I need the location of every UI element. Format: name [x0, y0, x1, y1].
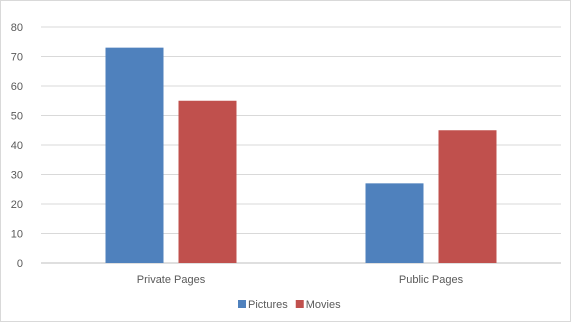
y-tick-label: 10: [11, 229, 23, 241]
legend-swatch: [295, 300, 304, 308]
bar-movies-0: [178, 100, 237, 263]
x-category-label: Public Pages: [399, 274, 464, 286]
y-tick-label: 60: [11, 81, 23, 93]
y-tick-label: 80: [11, 22, 23, 34]
y-tick-label: 40: [11, 140, 23, 152]
bars: [105, 47, 497, 264]
y-tick-label: 70: [11, 52, 23, 64]
legend-swatch: [238, 300, 246, 308]
y-tick-label: 0: [17, 258, 23, 270]
legend: Pictures Movies: [238, 299, 341, 311]
bar-pictures-0: [105, 47, 164, 264]
x-category-label: Private Pages: [137, 274, 206, 286]
bar-movies-1: [438, 130, 497, 263]
y-tick-label: 30: [11, 170, 23, 182]
y-axis-ticks: 0 10 20 30 40 50 60 70 80: [11, 22, 23, 270]
bar-pictures-1: [365, 183, 424, 263]
y-tick-label: 20: [11, 199, 23, 211]
legend-label: Movies: [306, 299, 341, 311]
legend-label: Pictures: [248, 299, 288, 311]
x-axis-categories: Private Pages Public Pages: [137, 274, 464, 286]
y-tick-label: 50: [11, 111, 23, 123]
